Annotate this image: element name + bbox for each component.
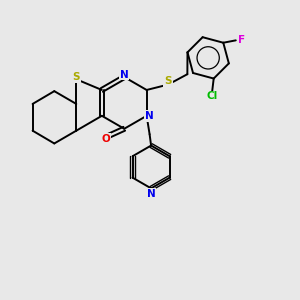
Text: F: F bbox=[238, 35, 245, 45]
Text: N: N bbox=[147, 189, 155, 199]
Text: S: S bbox=[164, 76, 172, 86]
Text: S: S bbox=[73, 72, 80, 82]
Text: N: N bbox=[145, 111, 153, 121]
Text: O: O bbox=[101, 134, 110, 144]
Text: N: N bbox=[120, 70, 129, 80]
Text: Cl: Cl bbox=[207, 92, 218, 101]
